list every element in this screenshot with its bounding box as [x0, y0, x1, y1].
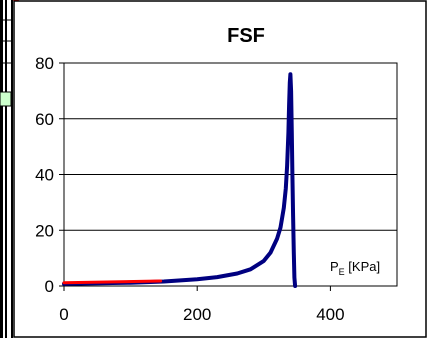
- x-axis-label-unit: [KPa]: [345, 259, 380, 274]
- x-axis-label: PE [KPa]: [330, 259, 380, 277]
- x-tick-label: 400: [316, 305, 344, 324]
- x-axis-label-subscript: E: [339, 267, 345, 277]
- gridlines: [64, 118, 397, 231]
- y-tick-label: 0: [45, 277, 54, 296]
- y-tick-label: 40: [35, 166, 54, 185]
- y-tick-label: 80: [35, 54, 54, 73]
- y-tick-label: 20: [35, 221, 54, 240]
- x-tick-label: 200: [183, 305, 211, 324]
- chart-title: FSF: [227, 25, 265, 47]
- series-layer: [62, 72, 298, 288]
- x-tick-label: 0: [59, 305, 68, 324]
- series-line-red: [62, 279, 163, 285]
- chart-area-border: [13, 0, 427, 338]
- y-axis: 0 20 40 60 80: [35, 54, 64, 296]
- y-tick-label: 60: [35, 110, 54, 129]
- x-axis-label-main: P: [330, 259, 339, 274]
- x-axis: 0 200 400: [59, 286, 345, 324]
- series-line-navy: [62, 72, 298, 288]
